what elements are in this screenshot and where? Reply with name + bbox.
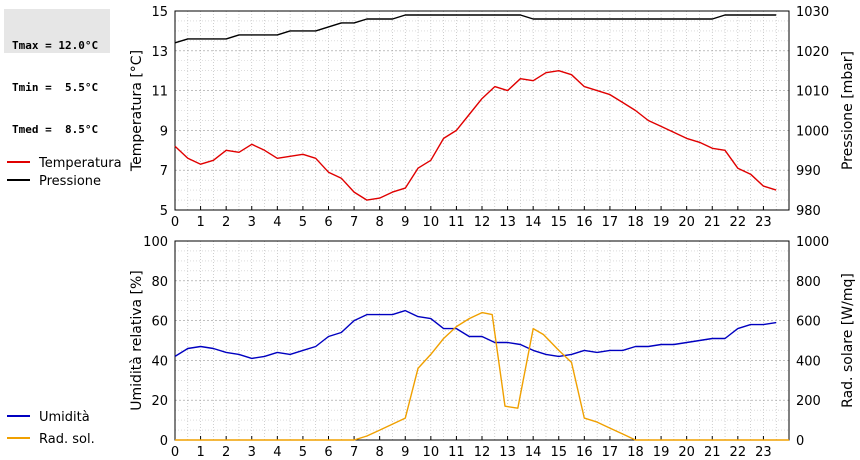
tmed-label: Tmed = 8.5°C (12, 123, 99, 136)
series-line-temperatura (174, 69, 777, 201)
legend-entry: Umidità (7, 410, 90, 425)
y-left-tick-label: 80 (151, 275, 168, 290)
x-tick-label: 22 (730, 215, 747, 230)
y-right-tick-label: 0 (796, 434, 804, 449)
legend-entry: Temperatura (7, 156, 122, 171)
y-left-tick-label: 9 (160, 124, 168, 139)
x-tick-label: 19 (653, 215, 670, 230)
x-tick-label: 23 (755, 215, 772, 230)
x-tick-label: 8 (376, 445, 384, 460)
grid (175, 11, 789, 210)
y-right-axis-label: Pressione [mbar] (840, 51, 856, 170)
x-tick-label: 18 (627, 445, 644, 460)
x-tick-label: 7 (350, 215, 358, 230)
x-tick-label: 18 (627, 215, 644, 230)
y-right-tick-label: 800 (796, 275, 821, 290)
y-right-tick-label: 1000 (796, 124, 829, 139)
y-right-tick-label: 1000 (796, 235, 829, 250)
y-left-tick-label: 60 (151, 315, 168, 330)
x-tick-label: 12 (474, 445, 491, 460)
x-tick-label: 15 (550, 445, 567, 460)
x-tick-label: 0 (171, 445, 179, 460)
x-tick-label: 0 (171, 215, 179, 230)
legend-label: Umidità (39, 410, 90, 425)
y-right-tick-label: 980 (796, 204, 821, 219)
legend-entry: Pressione (7, 174, 101, 189)
x-tick-label: 2 (222, 445, 230, 460)
y-left-tick-label: 7 (160, 164, 168, 179)
x-tick-label: 14 (525, 215, 542, 230)
x-tick-label: 13 (499, 445, 516, 460)
y-left-tick-label: 0 (160, 434, 168, 449)
chart-panel-1: 0 1 2 3 4 5 6 7 8 9 10 11 12 13 14 15 16 17 18 19 20 21 22 2357… (7, 5, 856, 230)
x-tick-label: 4 (273, 445, 281, 460)
y-left-axis-label: Temperatura [°C] (129, 50, 145, 172)
x-tick-label: 10 (423, 445, 440, 460)
y-right-tick-label: 400 (796, 354, 821, 369)
x-tick-label: 7 (350, 445, 358, 460)
x-tick-label: 20 (678, 215, 695, 230)
x-tick-label: 11 (448, 215, 465, 230)
x-tick-label: 12 (474, 215, 491, 230)
stats-box: Tmax = 12.0°C Tmin = 5.5°C Tmed = 8.5°C (4, 9, 110, 136)
x-tick-label: 20 (678, 445, 695, 460)
x-tick-label: 8 (376, 215, 384, 230)
y-left-tick-label: 20 (151, 394, 168, 409)
legend-label: Pressione (39, 174, 101, 189)
x-tick-label: 10 (423, 215, 440, 230)
legend-label: Rad. sol. (39, 432, 95, 447)
x-tick-label: 16 (576, 445, 593, 460)
x-tick-label: 11 (448, 445, 465, 460)
y-left-tick-label: 11 (151, 85, 168, 100)
tmin-label: Tmin = 5.5°C (12, 81, 99, 94)
y-right-tick-label: 600 (796, 315, 821, 330)
x-tick-label: 5 (299, 445, 307, 460)
y-left-axis-label: Umidità relativa [%] (129, 270, 145, 411)
x-tick-label: 3 (248, 215, 256, 230)
x-tick-label: 6 (324, 215, 332, 230)
x-tick-label: 9 (401, 215, 409, 230)
x-tick-label: 16 (576, 215, 593, 230)
x-tick-label: 2 (222, 215, 230, 230)
x-tick-label: 19 (653, 445, 670, 460)
series-line-pressione (174, 14, 777, 44)
series-line-rad-sol- (175, 311, 789, 441)
tmax-label: Tmax = 12.0°C (12, 39, 99, 52)
x-tick-label: 15 (550, 215, 567, 230)
y-right-tick-label: 200 (796, 394, 821, 409)
y-right-tick-label: 990 (796, 164, 821, 179)
x-tick-label: 4 (273, 215, 281, 230)
y-right-tick-label: 1010 (796, 85, 829, 100)
series-line-umidit- (174, 309, 777, 360)
y-right-tick-label: 1020 (796, 45, 829, 60)
x-tick-label: 1 (196, 215, 204, 230)
y-left-tick-label: 40 (151, 354, 168, 369)
y-left-tick-label: 13 (151, 45, 168, 60)
y-left-tick-label: 100 (143, 235, 168, 250)
x-tick-label: 17 (602, 445, 619, 460)
y-left-tick-label: 15 (151, 5, 168, 20)
x-tick-label: 21 (704, 445, 721, 460)
legend-entry: Rad. sol. (7, 432, 95, 447)
x-tick-label: 5 (299, 215, 307, 230)
legend-label: Temperatura (38, 156, 122, 171)
x-tick-label: 6 (324, 445, 332, 460)
y-left-tick-label: 5 (160, 204, 168, 219)
x-tick-label: 21 (704, 215, 721, 230)
y-right-tick-label: 1030 (796, 5, 829, 20)
x-tick-label: 13 (499, 215, 516, 230)
x-tick-label: 1 (196, 445, 204, 460)
y-right-axis-label: Rad. solare [W/mq] (840, 273, 856, 408)
x-tick-label: 14 (525, 445, 542, 460)
chart-panel-2: 0 1 2 3 4 5 6 7 8 9 10 11 12 13 14 15 16 17 18 19 20 21 22 2302… (7, 235, 856, 460)
x-tick-label: 3 (248, 445, 256, 460)
x-tick-label: 9 (401, 445, 409, 460)
x-tick-label: 17 (602, 215, 619, 230)
x-tick-label: 22 (730, 445, 747, 460)
x-tick-label: 23 (755, 445, 772, 460)
